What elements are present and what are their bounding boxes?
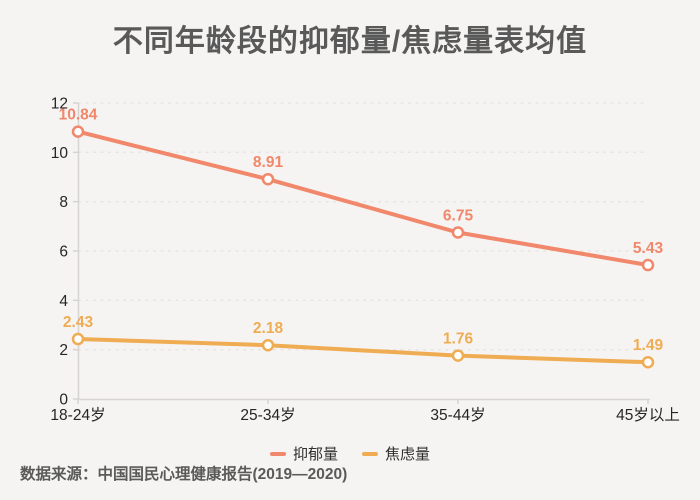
legend-item-anxiety[interactable]: 焦虑量 <box>362 443 430 464</box>
chart-legend: 抑郁量 焦虑量 <box>0 443 700 464</box>
data-point-label: 1.76 <box>443 331 474 348</box>
data-point <box>261 338 275 352</box>
data-point-label: 1.49 <box>633 337 664 354</box>
data-point <box>71 332 85 346</box>
legend-marker-depression-icon <box>269 451 286 456</box>
x-category-label: 18-24岁 <box>50 406 105 424</box>
legend-label-anxiety: 焦虑量 <box>385 446 431 463</box>
data-point <box>451 226 465 239</box>
x-category-label: 25-34岁 <box>240 406 295 424</box>
legend-marker-anxiety-icon <box>362 451 378 456</box>
legend-label-depression: 抑郁量 <box>292 446 338 463</box>
y-tick-label: 12 <box>51 96 68 113</box>
data-point-label: 2.43 <box>63 314 94 331</box>
line-chart-svg: 0 2 4 6 8 10 12 18-24岁 25-34岁 35-44岁 45岁以上 10.84 8.9… <box>50 96 680 425</box>
data-point-label: 10.84 <box>59 107 98 124</box>
line-chart: 0 2 4 6 8 10 12 18-24岁 25-34岁 35-44岁 45岁以上 10.84 8.9… <box>50 96 680 425</box>
x-category-label: 35-44岁 <box>430 406 485 424</box>
data-point <box>451 349 465 362</box>
x-category-label: 45岁以上 <box>616 406 680 424</box>
data-point <box>641 258 655 272</box>
data-point <box>71 125 85 138</box>
y-tick-label: 4 <box>59 293 68 310</box>
data-point-label: 5.43 <box>633 240 664 257</box>
data-point-label: 8.91 <box>253 154 284 171</box>
y-tick-label: 8 <box>59 194 68 211</box>
data-point-label: 2.18 <box>253 320 284 337</box>
data-point-label: 6.75 <box>443 208 474 225</box>
data-point <box>641 355 655 369</box>
source-note: 数据来源：中国国民心理健康报告(2019—2020) <box>20 466 348 483</box>
y-tick-label: 0 <box>59 392 68 409</box>
data-point <box>261 172 275 186</box>
y-tick-label: 6 <box>59 244 68 261</box>
series-line-1 <box>76 337 650 365</box>
chart-title: 不同年龄段的抑郁量/焦虑量表均值 <box>112 25 588 58</box>
y-tick-label: 10 <box>51 145 69 162</box>
y-tick-label: 2 <box>59 342 68 359</box>
legend-item-depression[interactable]: 抑郁量 <box>269 443 338 464</box>
series-line-0 <box>76 129 650 268</box>
